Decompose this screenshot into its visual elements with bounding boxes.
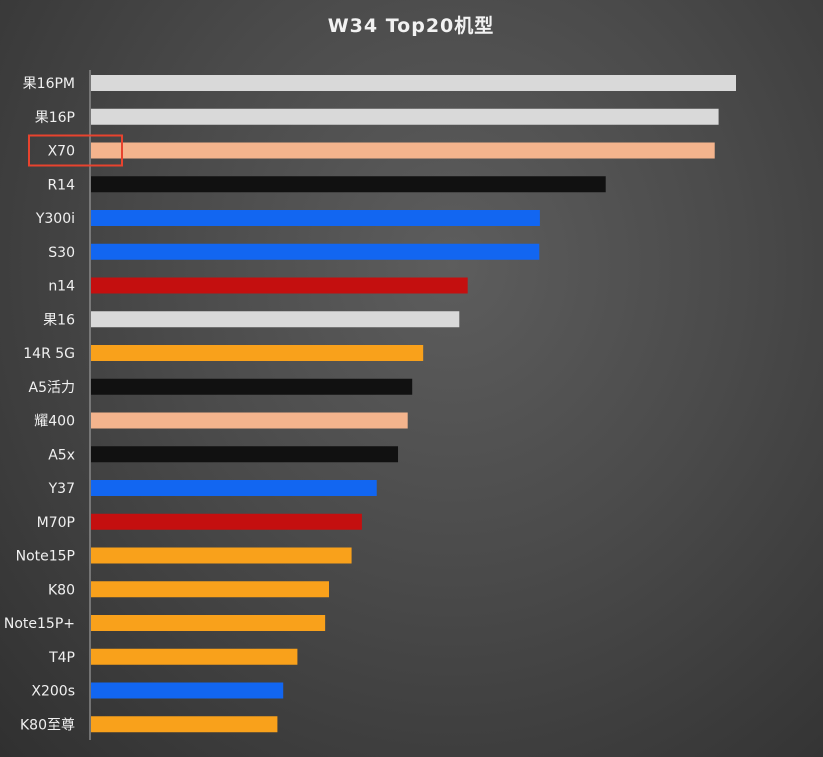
highlight-layer	[28, 134, 123, 167]
category-label-17: T4P	[48, 650, 75, 666]
bar-3	[91, 176, 606, 193]
bar-18	[91, 682, 284, 699]
category-label-14: Note15P	[16, 549, 75, 565]
bar-2	[91, 142, 715, 159]
category-label-11: A5x	[48, 447, 75, 463]
bar-15	[91, 581, 330, 598]
category-label-9: A5活力	[29, 380, 75, 396]
bar-8	[91, 345, 424, 361]
bar-0	[91, 75, 736, 91]
bar-7	[91, 311, 460, 328]
bar-9	[91, 378, 413, 395]
category-label-2: X70	[48, 144, 75, 160]
bar-19	[91, 716, 278, 733]
bar-11	[91, 446, 399, 463]
category-label-5: S30	[48, 245, 75, 261]
category-label-6: n14	[48, 279, 75, 295]
bar-12	[91, 480, 377, 496]
bar-14	[91, 547, 352, 564]
bar-17	[91, 648, 298, 665]
bar-13	[91, 513, 362, 530]
category-label-3: R14	[47, 177, 75, 193]
category-label-19: K80至尊	[20, 716, 75, 733]
category-label-0: 果16PM	[23, 76, 75, 92]
category-label-12: Y37	[48, 481, 75, 497]
bar-1	[91, 108, 719, 125]
bar-10	[91, 412, 408, 429]
highlight-box	[28, 134, 123, 167]
category-label-1: 果16P	[35, 110, 75, 126]
bar-6	[91, 277, 468, 294]
category-labels: 果16PM 果16P X70 R14 Y300i S30 n14 果16 14R 5G A5活力耀…	[4, 76, 75, 733]
bar-5	[91, 243, 540, 260]
category-label-15: K80	[48, 582, 75, 598]
category-label-7: 果16	[43, 312, 75, 328]
bar-16	[91, 615, 326, 631]
category-label-16: Note15P+	[4, 616, 75, 632]
category-label-13: M70P	[37, 515, 75, 531]
chart-title: W34 Top20机型	[328, 14, 495, 37]
category-label-8: 14R 5G	[23, 346, 75, 362]
category-label-10: 耀400	[34, 414, 75, 430]
category-label-4: Y300i	[35, 211, 75, 227]
bar-4	[91, 210, 540, 226]
category-label-18: X200s	[31, 684, 75, 700]
bars-layer	[91, 75, 736, 733]
